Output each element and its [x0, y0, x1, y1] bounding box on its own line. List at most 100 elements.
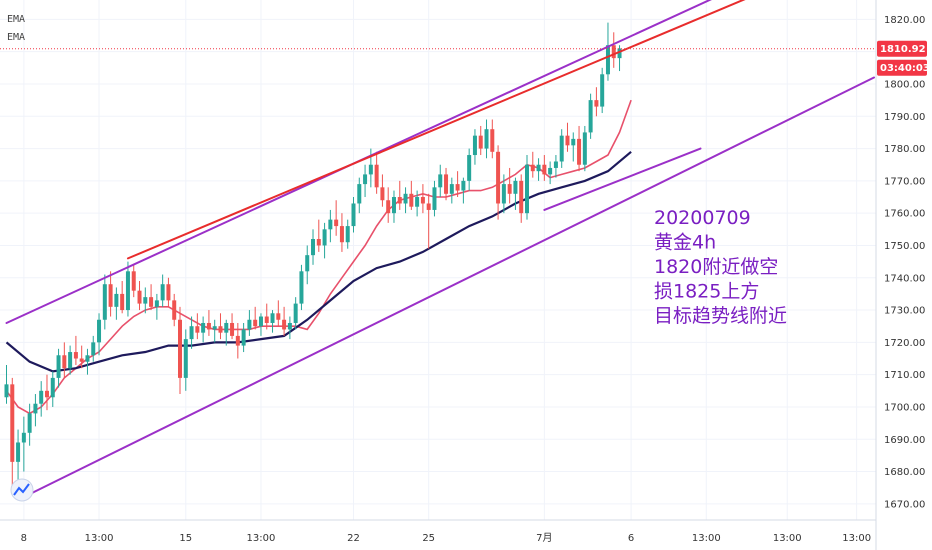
- candle-body: [44, 390, 49, 398]
- candle: [4, 364, 9, 404]
- candle-body: [39, 390, 44, 404]
- candle-body: [357, 184, 362, 204]
- candle: [513, 177, 518, 210]
- legend-item-ema[interactable]: EMA: [7, 32, 25, 43]
- y-tick-label: 1760.00: [884, 209, 925, 220]
- candle: [328, 209, 333, 243]
- candle: [571, 132, 576, 162]
- candle-body: [311, 239, 316, 256]
- candle: [322, 222, 327, 259]
- candle-body: [21, 432, 26, 443]
- candle: [44, 374, 49, 411]
- candle-body: [536, 164, 541, 172]
- x-tick-label: 7月: [536, 532, 552, 544]
- candle: [461, 177, 466, 204]
- candle: [559, 129, 564, 168]
- candle-body: [588, 100, 593, 133]
- candle: [380, 174, 385, 207]
- candle: [120, 280, 125, 314]
- candle: [287, 316, 292, 340]
- candle: [62, 342, 67, 378]
- countdown-badge: 03:40:03: [877, 59, 930, 76]
- candle-body: [85, 355, 90, 362]
- y-tick-label: 1710.00: [884, 370, 925, 381]
- y-tick-label: 1690.00: [884, 435, 925, 446]
- candle: [449, 177, 454, 204]
- candle-body: [206, 322, 211, 330]
- candle-body: [507, 184, 512, 194]
- candle: [357, 177, 362, 214]
- y-tick-label: 1750.00: [884, 241, 925, 252]
- legend-item-ema[interactable]: EMA: [7, 14, 25, 25]
- x-tick-label: 15: [179, 533, 192, 544]
- candle-body: [432, 187, 437, 210]
- annotation-line: 20200709: [654, 207, 751, 229]
- candle-body: [467, 155, 472, 181]
- candle: [397, 180, 402, 210]
- candle: [600, 67, 605, 114]
- candle-body: [363, 174, 368, 185]
- x-tick-label: 13:00: [247, 533, 276, 544]
- x-tick-label: 13:00: [692, 533, 721, 544]
- candle-body: [68, 352, 73, 369]
- candle-body: [403, 193, 408, 204]
- candle-body: [351, 203, 356, 227]
- candle: [79, 345, 84, 369]
- candle-body: [374, 164, 379, 188]
- badge-label: 03:40:03: [880, 63, 930, 74]
- candle: [525, 155, 529, 220]
- legend: EMA EMA: [7, 14, 25, 43]
- candle-body: [212, 326, 217, 330]
- candle: [565, 122, 570, 152]
- candle-body: [577, 138, 582, 165]
- candle-body: [611, 45, 616, 59]
- candle-body: [56, 355, 61, 378]
- candle-body: [565, 135, 570, 146]
- candle: [588, 93, 593, 139]
- candle-body: [189, 326, 194, 340]
- trendline-support[interactable]: [543, 147, 702, 211]
- candle: [131, 264, 136, 298]
- candle-body: [299, 271, 304, 304]
- current-price-badge: 1810.92: [877, 40, 927, 57]
- candle-body: [195, 326, 200, 333]
- candle: [548, 161, 553, 185]
- y-tick-label: 1770.00: [884, 176, 925, 187]
- candle: [178, 306, 182, 395]
- candle: [438, 164, 443, 198]
- candle-body: [270, 313, 275, 323]
- candle-body: [600, 74, 605, 107]
- candle-body: [386, 200, 391, 214]
- candle: [247, 310, 252, 336]
- candle: [241, 322, 246, 353]
- candle-body: [149, 297, 154, 307]
- candle: [258, 313, 263, 336]
- candle: [235, 322, 240, 359]
- candle: [68, 345, 73, 375]
- candle: [611, 32, 616, 68]
- candle: [420, 184, 425, 214]
- candle-body: [241, 329, 246, 346]
- candle-body: [230, 322, 235, 336]
- trendline-lower-channel[interactable]: [28, 76, 875, 496]
- candle-body: [380, 187, 385, 201]
- candle: [282, 306, 287, 336]
- candle: [85, 348, 90, 375]
- annotation-line: 目标趋势线附近: [654, 305, 787, 327]
- candle-body: [114, 293, 119, 307]
- candle: [264, 303, 269, 330]
- candle: [102, 274, 107, 330]
- candle: [305, 245, 310, 285]
- candle-body: [16, 442, 21, 462]
- candle: [530, 151, 535, 178]
- candle: [536, 158, 541, 181]
- candle-body: [542, 164, 547, 175]
- trendline-resistance[interactable]: [126, 0, 758, 260]
- annotation-line: 黄金4h: [654, 232, 716, 254]
- y-tick-label: 1720.00: [884, 338, 925, 349]
- candle-body: [125, 271, 130, 311]
- candle-body: [166, 284, 171, 301]
- candle: [201, 316, 206, 343]
